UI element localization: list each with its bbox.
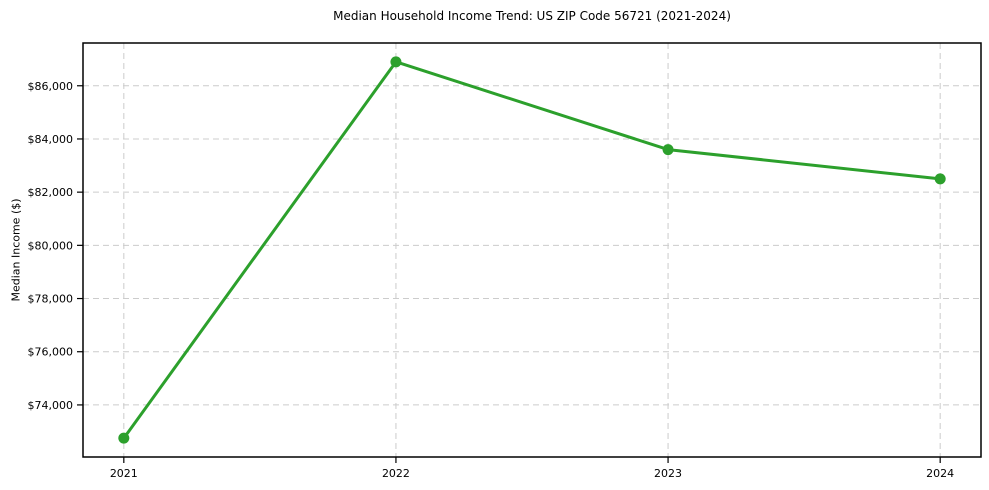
- y-tick-label: $74,000: [28, 399, 74, 412]
- data-point-2024: [934, 173, 946, 185]
- data-point-2021: [118, 432, 130, 444]
- y-tick-label: $76,000: [28, 346, 74, 359]
- data-point-2023: [662, 144, 674, 156]
- y-tick-label: $82,000: [28, 186, 74, 199]
- trend-line: [122, 60, 942, 440]
- y-tick-label: $84,000: [28, 133, 74, 146]
- plot-border: [82, 42, 982, 458]
- y-tick-label: $78,000: [28, 293, 74, 306]
- chart-title: Median Household Income Trend: US ZIP Co…: [333, 9, 731, 23]
- y-tick-label: $80,000: [28, 239, 74, 252]
- x-tick-label: 2024: [926, 467, 954, 480]
- x-tick-label: 2021: [110, 467, 138, 480]
- x-tick-label: 2022: [382, 467, 410, 480]
- data-point-2022: [390, 56, 402, 68]
- x-tick-label: 2023: [654, 467, 682, 480]
- y-tick-label: $86,000: [28, 80, 74, 93]
